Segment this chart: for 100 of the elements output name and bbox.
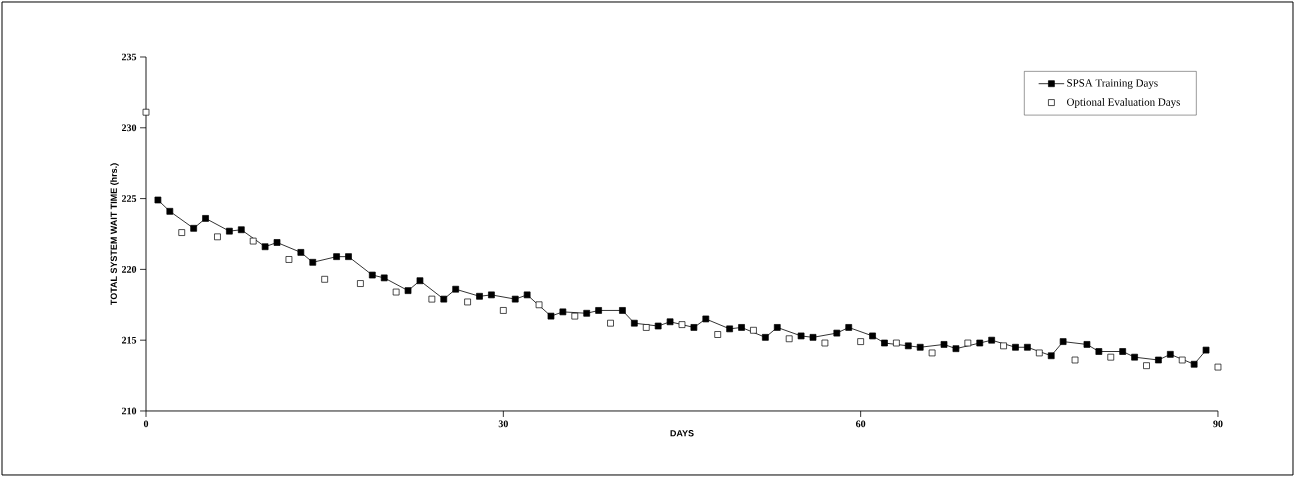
point — [226, 227, 233, 235]
point — [345, 253, 352, 260]
point — [916, 343, 924, 351]
point — [357, 280, 364, 287]
point — [964, 339, 972, 347]
point — [797, 332, 805, 340]
point — [261, 243, 269, 251]
y-tick-label: 225 — [121, 195, 137, 202]
point — [1107, 353, 1115, 361]
point — [1143, 362, 1150, 370]
point — [821, 339, 829, 347]
point — [940, 341, 948, 348]
point — [988, 336, 995, 344]
point — [404, 287, 412, 294]
point — [619, 307, 626, 314]
y-tick-label: 230 — [121, 124, 137, 132]
point — [714, 331, 722, 338]
point — [416, 277, 424, 285]
point — [678, 321, 686, 328]
point — [559, 308, 567, 316]
point — [1166, 351, 1174, 358]
point — [535, 301, 543, 309]
point — [249, 237, 257, 245]
point — [1083, 341, 1091, 348]
point — [178, 229, 186, 236]
point — [785, 335, 793, 343]
y-tick-label: 210 — [121, 407, 137, 415]
legend-label: SPSA Training Days — [1067, 79, 1158, 89]
point — [869, 332, 876, 340]
point — [833, 329, 841, 337]
point — [380, 274, 388, 282]
point — [1131, 353, 1138, 361]
x-axis-title: DAYS — [670, 430, 694, 437]
point — [773, 324, 781, 331]
point — [190, 224, 197, 232]
point — [607, 319, 614, 327]
point — [1035, 349, 1043, 357]
point — [666, 318, 674, 326]
point — [464, 298, 471, 306]
point — [857, 338, 864, 345]
point — [1071, 356, 1079, 364]
point — [1024, 343, 1031, 351]
point — [1190, 360, 1198, 368]
legend-label: Optional Evaluation Days — [1067, 98, 1180, 108]
point — [642, 324, 650, 331]
point — [893, 339, 900, 347]
x-tick-label: 30 — [498, 420, 508, 428]
point — [202, 215, 209, 222]
point — [571, 312, 579, 320]
point — [702, 315, 710, 323]
point — [285, 256, 293, 263]
point — [631, 319, 638, 327]
point — [1095, 348, 1103, 355]
point — [809, 334, 817, 341]
point — [273, 239, 281, 246]
point — [881, 339, 888, 347]
point — [1202, 346, 1210, 354]
point — [1059, 338, 1067, 345]
point — [321, 275, 329, 283]
point — [845, 324, 853, 331]
point — [392, 288, 400, 296]
point — [333, 253, 340, 260]
point — [237, 226, 245, 234]
point — [976, 339, 984, 347]
point — [440, 295, 448, 303]
point — [904, 342, 912, 350]
point — [1119, 348, 1127, 355]
point — [762, 334, 769, 341]
point — [595, 307, 602, 314]
point — [726, 325, 733, 333]
point — [654, 322, 662, 330]
point — [750, 326, 757, 334]
point — [738, 324, 745, 331]
point — [499, 307, 507, 314]
point — [511, 295, 519, 303]
point — [476, 292, 483, 300]
point — [1155, 356, 1162, 364]
point — [297, 249, 305, 256]
x-tick-label: 0 — [143, 420, 149, 428]
point — [166, 207, 174, 215]
point — [452, 285, 460, 293]
y-axis-title: TOTAL SYSTEM WAIT TIME (hrs.) — [110, 163, 119, 305]
point — [309, 258, 317, 266]
point — [1000, 342, 1007, 350]
point — [583, 309, 591, 317]
point — [154, 196, 162, 204]
point — [428, 295, 436, 303]
y-tick-label: 215 — [121, 336, 137, 344]
point — [214, 233, 221, 241]
point — [368, 271, 376, 279]
point — [1047, 352, 1055, 360]
point — [488, 291, 495, 299]
x-tick-label: 60 — [856, 420, 866, 428]
point — [1012, 343, 1019, 351]
point — [523, 291, 531, 299]
y-tick-label: 235 — [121, 53, 137, 61]
x-tick-label: 90 — [1213, 420, 1223, 428]
point — [1178, 356, 1186, 364]
point — [952, 345, 960, 353]
point — [1214, 363, 1222, 371]
